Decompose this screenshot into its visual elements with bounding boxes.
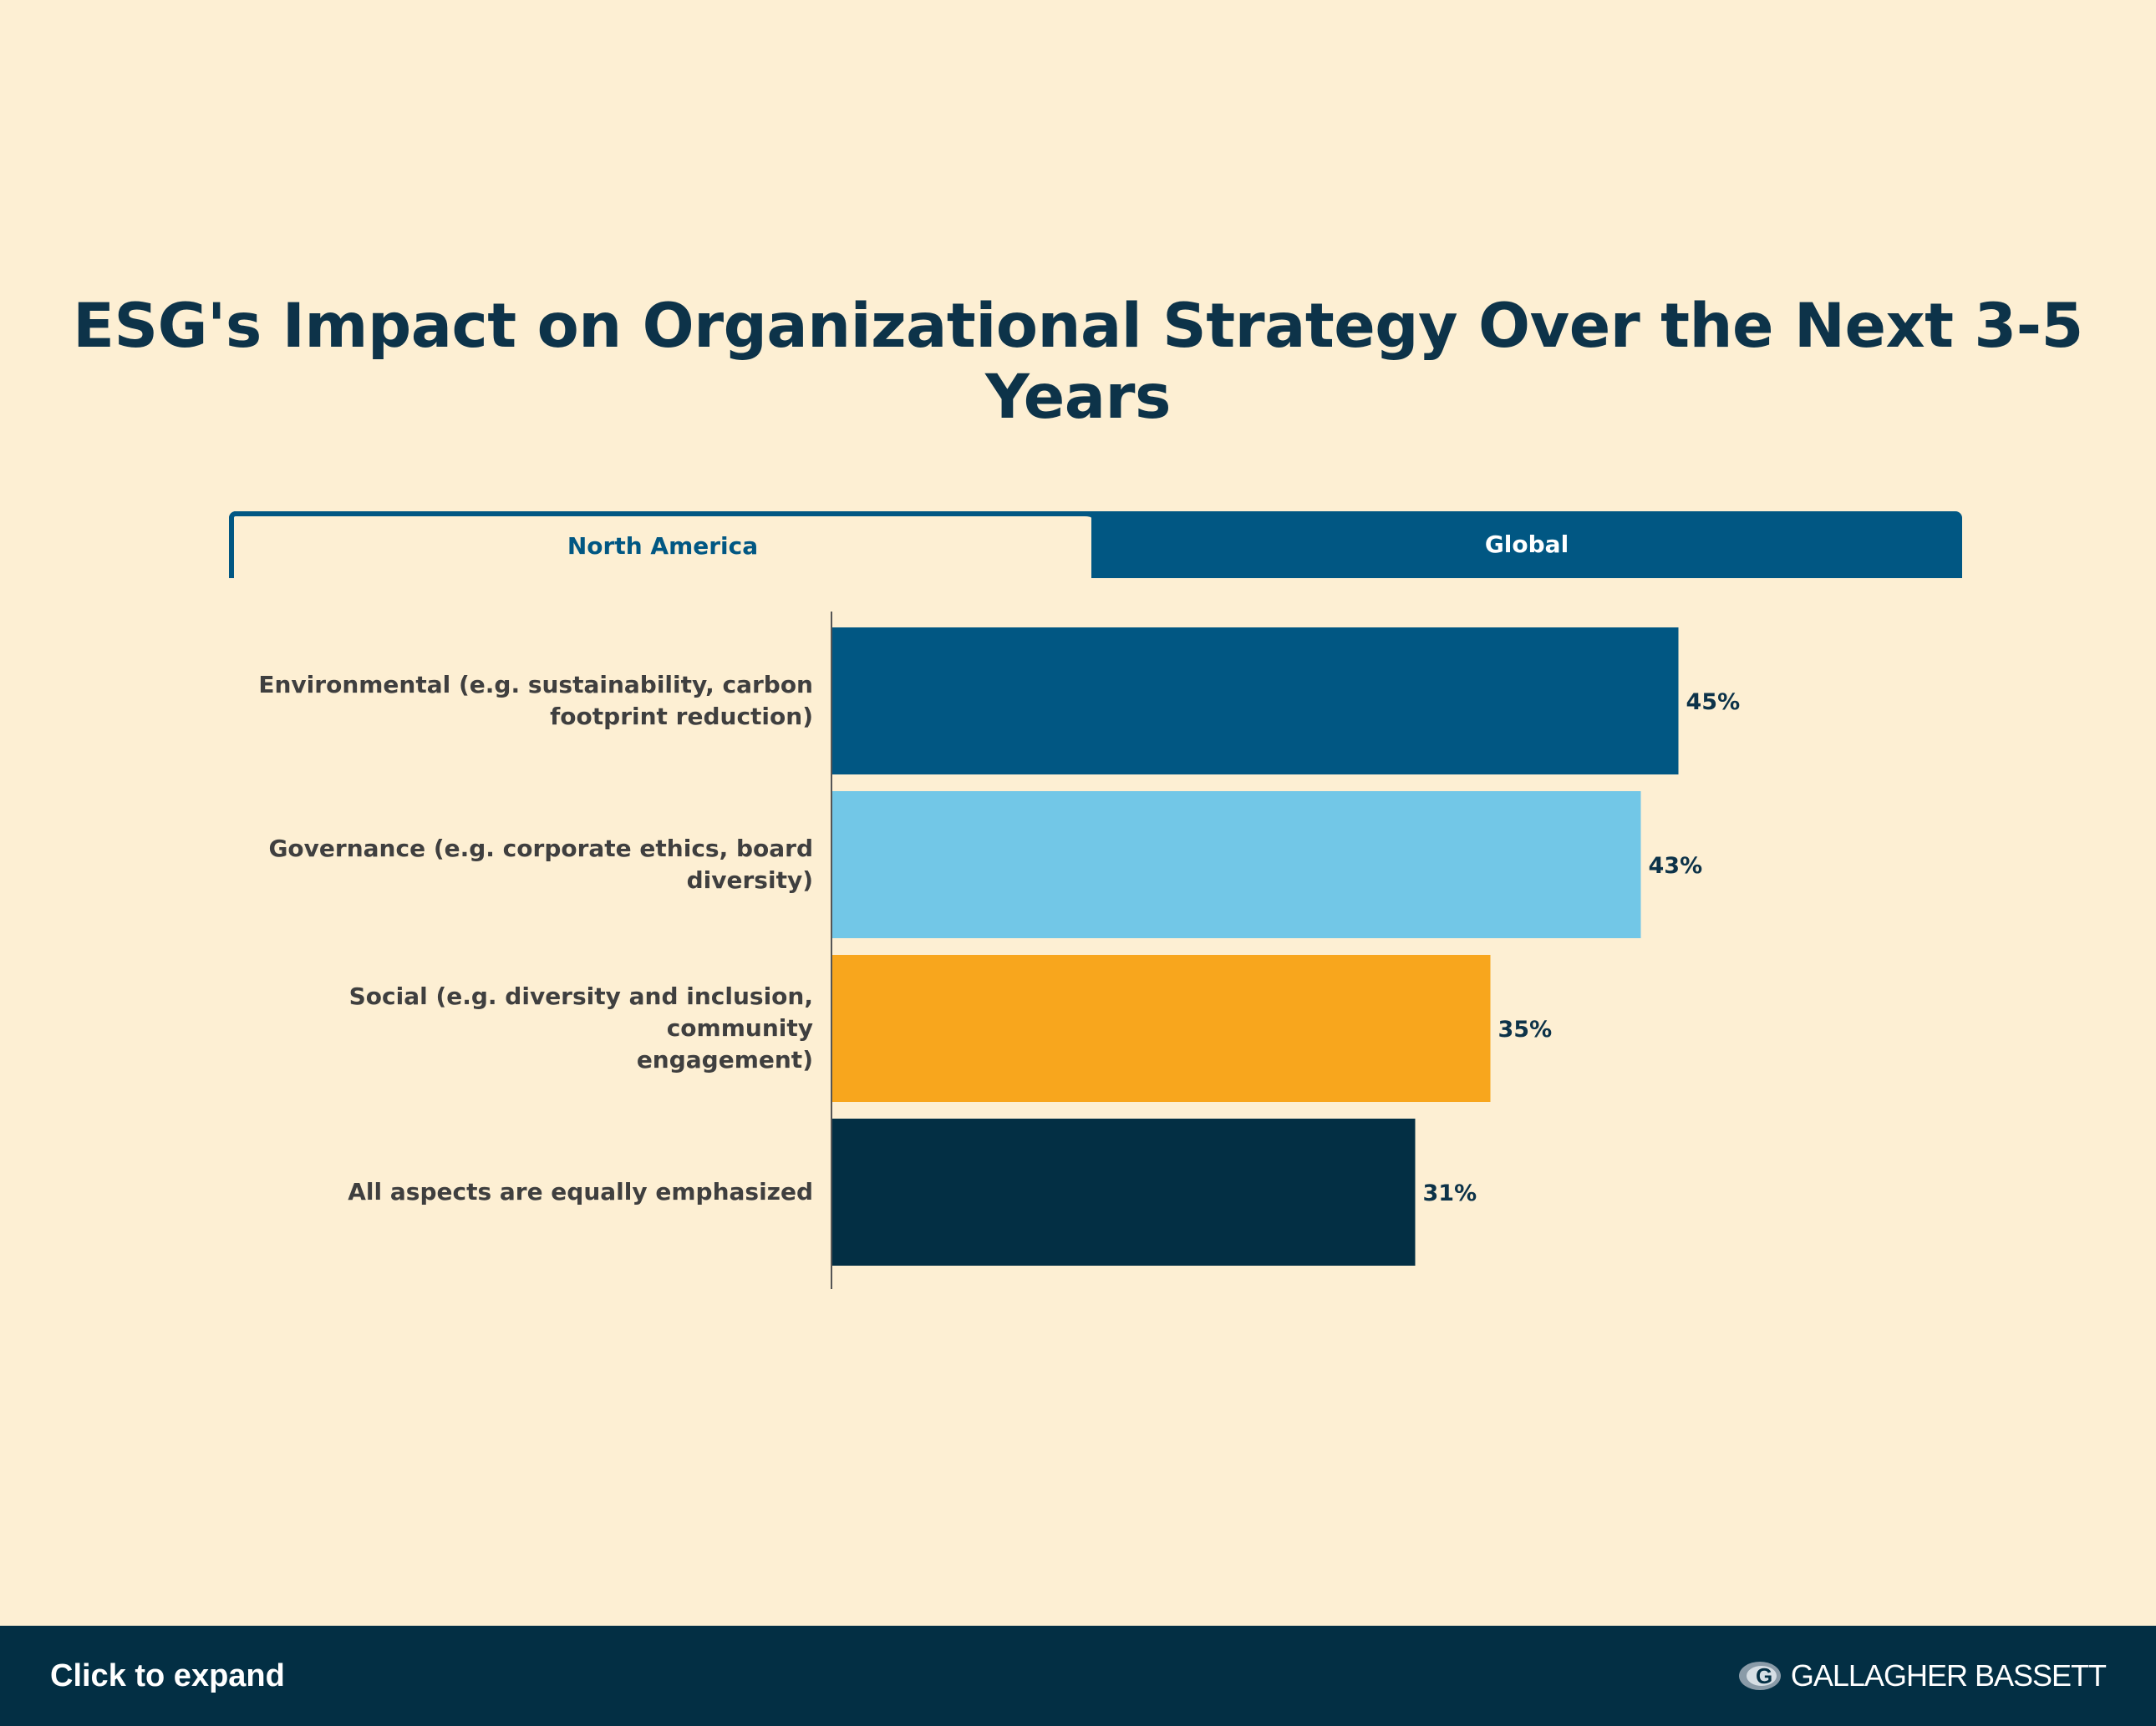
footer-bar: Click to expand G GALLAGHER BASSETT	[0, 1626, 2156, 1726]
category-label: Social (e.g. diversity and inclusion, co…	[228, 981, 813, 1076]
category-label: Environmental (e.g. sustainability, carb…	[228, 669, 813, 733]
category-label-line: All aspects are equally emphasized	[348, 1178, 813, 1206]
bar[interactable]	[832, 1119, 1416, 1266]
category-label-line: footprint reduction)	[550, 703, 813, 730]
logo-text: GALLAGHER BASSETT	[1790, 1658, 2107, 1693]
bar[interactable]	[832, 791, 1641, 938]
data-label: 43%	[1649, 853, 1703, 879]
category-label-line: Governance (e.g. corporate ethics, board	[268, 835, 813, 862]
category-label-line: diversity)	[686, 866, 813, 894]
expand-button[interactable]: Click to expand	[50, 1658, 285, 1693]
bar[interactable]	[832, 627, 1679, 774]
data-label: 35%	[1498, 1017, 1553, 1043]
bar-chart: 45% 43% 35% 31%	[831, 612, 1741, 1289]
category-label: Governance (e.g. corporate ethics, board…	[228, 833, 813, 896]
bar[interactable]	[832, 955, 1491, 1102]
category-label-line: engagement)	[636, 1046, 813, 1074]
category-label: All aspects are equally emphasized	[228, 1176, 813, 1208]
tab-global[interactable]: Global	[1484, 530, 1569, 558]
region-tabs: North America Global	[229, 511, 1962, 578]
category-label-line: Social (e.g. diversity and inclusion, co…	[348, 982, 813, 1042]
logo-mark-icon: G	[1738, 1662, 1781, 1690]
category-label-line: Environmental (e.g. sustainability, carb…	[258, 671, 813, 698]
svg-text:G: G	[1756, 1663, 1772, 1688]
page-title: ESG's Impact on Organizational Strategy …	[73, 291, 2083, 433]
data-label: 31%	[1423, 1180, 1477, 1206]
data-label: 45%	[1686, 689, 1741, 715]
gallagher-bassett-logo: G GALLAGHER BASSETT	[1737, 1626, 2107, 1726]
tab-north-america[interactable]: North America	[229, 511, 1091, 578]
